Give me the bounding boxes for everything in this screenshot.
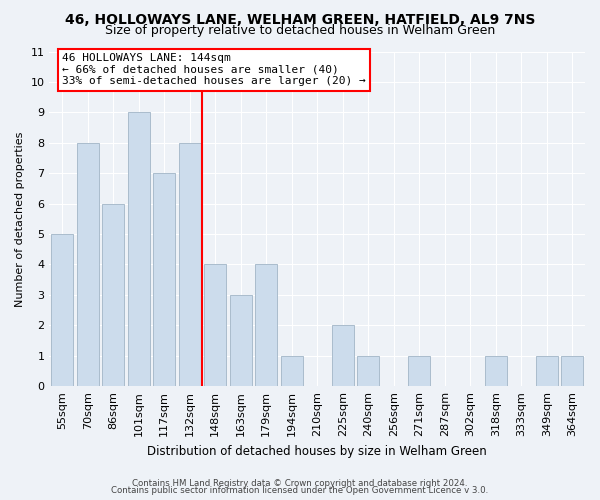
Bar [52,234,73,386]
Bar [230,295,251,386]
Text: Contains public sector information licensed under the Open Government Licence v : Contains public sector information licen… [112,486,488,495]
Bar [281,356,302,386]
Bar [205,264,226,386]
X-axis label: Distribution of detached houses by size in Welham Green: Distribution of detached houses by size … [148,444,487,458]
Bar [485,356,506,386]
Bar [358,356,379,386]
Bar [536,356,557,386]
Bar [103,204,124,386]
Bar [332,326,353,386]
Bar [179,143,200,386]
Bar [256,264,277,386]
Text: Contains HM Land Registry data © Crown copyright and database right 2024.: Contains HM Land Registry data © Crown c… [132,478,468,488]
Bar [562,356,583,386]
Bar [154,173,175,386]
Bar [409,356,430,386]
Y-axis label: Number of detached properties: Number of detached properties [15,131,25,306]
Bar [77,143,98,386]
Text: 46, HOLLOWAYS LANE, WELHAM GREEN, HATFIELD, AL9 7NS: 46, HOLLOWAYS LANE, WELHAM GREEN, HATFIE… [65,12,535,26]
Text: Size of property relative to detached houses in Welham Green: Size of property relative to detached ho… [105,24,495,37]
Bar [128,112,149,386]
Text: 46 HOLLOWAYS LANE: 144sqm
← 66% of detached houses are smaller (40)
33% of semi-: 46 HOLLOWAYS LANE: 144sqm ← 66% of detac… [62,53,366,86]
